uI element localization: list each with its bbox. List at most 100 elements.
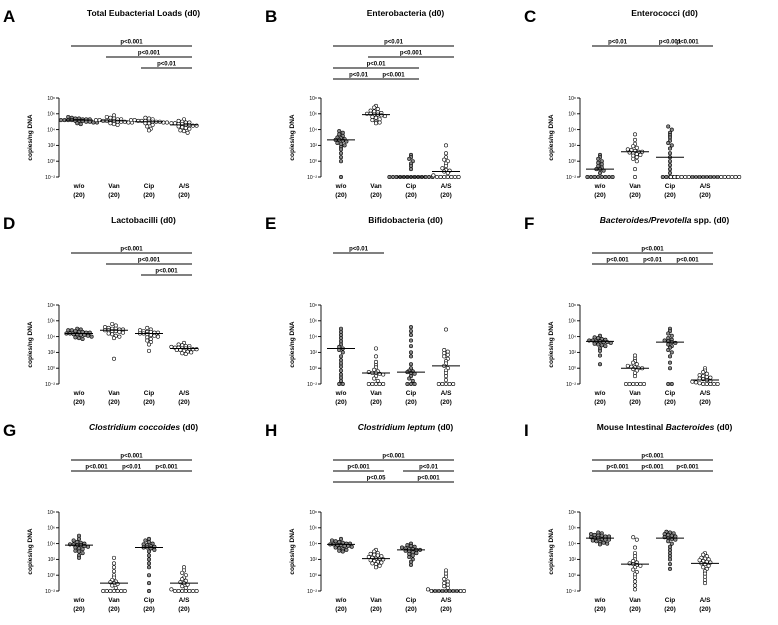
y-axis-label: copies/ng DNA <box>27 321 34 368</box>
significance-label: p<0.01 <box>419 465 439 471</box>
panel-letter: C <box>524 7 536 26</box>
y-tick-label: 10² <box>48 557 56 563</box>
data-point <box>194 589 199 594</box>
data-point <box>101 589 106 594</box>
data-point <box>377 563 382 568</box>
data-point <box>610 175 615 180</box>
x-tick-count: (20) <box>440 606 452 613</box>
data-point <box>333 545 338 550</box>
data-point <box>442 354 447 359</box>
data-point <box>183 351 188 356</box>
data-point <box>462 589 467 594</box>
data-point <box>391 175 396 180</box>
data-point <box>605 541 610 546</box>
data-point <box>73 329 78 334</box>
data-point <box>339 364 344 369</box>
data-point <box>666 382 671 387</box>
data-point <box>633 374 638 379</box>
data-point <box>679 175 684 180</box>
data-point <box>409 562 414 567</box>
x-tick-label: w/o <box>73 183 85 190</box>
data-point <box>638 152 643 157</box>
data-point <box>340 549 345 554</box>
data-point <box>730 175 735 180</box>
y-tick-label: 10² <box>310 143 318 149</box>
data-point <box>372 376 377 381</box>
data-point <box>183 126 188 131</box>
panel-g: G Clostridium coccoides (d0) 10⁻² 10⁰ 10² 10⁴… <box>3 421 199 613</box>
data-point <box>668 360 673 365</box>
panel-title: Bifidobacteria (d0) <box>368 215 443 225</box>
x-tick-label: w/o <box>594 597 606 604</box>
data-point <box>592 175 597 180</box>
significance-label: p<0.001 <box>155 269 178 275</box>
y-axis-label: copies/ng DNA <box>289 114 296 161</box>
data-point <box>668 175 673 180</box>
x-tick-count: (20) <box>629 399 641 406</box>
data-point <box>339 378 344 383</box>
data-point <box>176 589 181 594</box>
x-tick-label: A/S <box>441 597 453 604</box>
title-segment: Enterobacteria (d0) <box>367 8 445 18</box>
x-tick-count: (20) <box>664 606 676 613</box>
y-tick-label: 10⁻² <box>566 175 576 181</box>
x-tick-label: A/S <box>441 183 453 190</box>
data-point <box>339 147 344 152</box>
y-tick-label: 10⁸ <box>47 303 55 309</box>
data-point <box>377 120 382 125</box>
x-tick-label: w/o <box>335 183 347 190</box>
title-segment: (d0) <box>714 422 732 432</box>
x-tick-label: Van <box>370 597 382 604</box>
data-point <box>337 382 342 387</box>
data-point <box>624 382 629 387</box>
data-point <box>368 551 373 556</box>
title-segment: (d0) <box>180 422 198 432</box>
data-point <box>374 565 379 570</box>
data-point <box>627 382 632 387</box>
data-point <box>409 167 414 172</box>
title-segment: Total Eubacterial Loads (d0) <box>87 8 200 18</box>
x-tick-count: (20) <box>143 399 155 406</box>
data-point <box>631 156 636 161</box>
panel-title: Mouse Intestinal Bacteroides (d0) <box>597 422 733 432</box>
data-point <box>349 544 354 549</box>
data-point <box>375 378 380 383</box>
x-tick-label: A/S <box>179 597 191 604</box>
x-tick-count: (20) <box>440 192 452 199</box>
data-point <box>80 551 85 556</box>
data-point <box>407 156 412 161</box>
x-tick-label: Cip <box>144 597 155 604</box>
panel-a: A Total Eubacterial Loads (d0) 10⁻² 10⁰ 10² 1… <box>3 7 200 199</box>
data-point <box>112 336 117 341</box>
x-tick-label: Cip <box>665 597 676 604</box>
data-point <box>113 585 118 590</box>
y-tick-label: 10⁴ <box>309 127 317 133</box>
data-point <box>737 175 742 180</box>
data-point <box>187 126 192 131</box>
data-point <box>119 589 124 594</box>
panel-e: E Bifidobacteria (d0) 10⁻² 10⁰ 10² 10⁴ 10⁶ 10⁸ c… <box>265 214 460 406</box>
significance-label: p<0.001 <box>676 40 699 46</box>
data-point <box>147 561 152 566</box>
y-tick-label: 10⁸ <box>568 510 576 516</box>
data-point <box>400 545 405 550</box>
y-tick-label: 10⁸ <box>568 303 576 309</box>
y-axis-label: copies/ng DNA <box>27 528 34 575</box>
data-point <box>381 382 386 387</box>
x-tick-label: Cip <box>406 390 417 397</box>
x-tick-label: w/o <box>594 390 606 397</box>
x-tick-count: (20) <box>73 399 85 406</box>
data-point <box>147 342 152 347</box>
x-tick-count: (20) <box>143 192 155 199</box>
data-point <box>187 589 192 594</box>
data-point <box>631 382 636 387</box>
data-point <box>147 557 152 562</box>
x-tick-count: (20) <box>370 606 382 613</box>
data-point <box>668 366 673 371</box>
data-point <box>664 175 669 180</box>
panel-b: B Enterobacteria (d0) 10⁻² 10⁰ 10² 10⁴ 10⁶ 10⁸ c… <box>265 7 461 199</box>
y-tick-label: 10² <box>48 143 56 149</box>
data-point <box>669 127 674 132</box>
data-point <box>666 539 671 544</box>
data-point <box>69 328 74 333</box>
